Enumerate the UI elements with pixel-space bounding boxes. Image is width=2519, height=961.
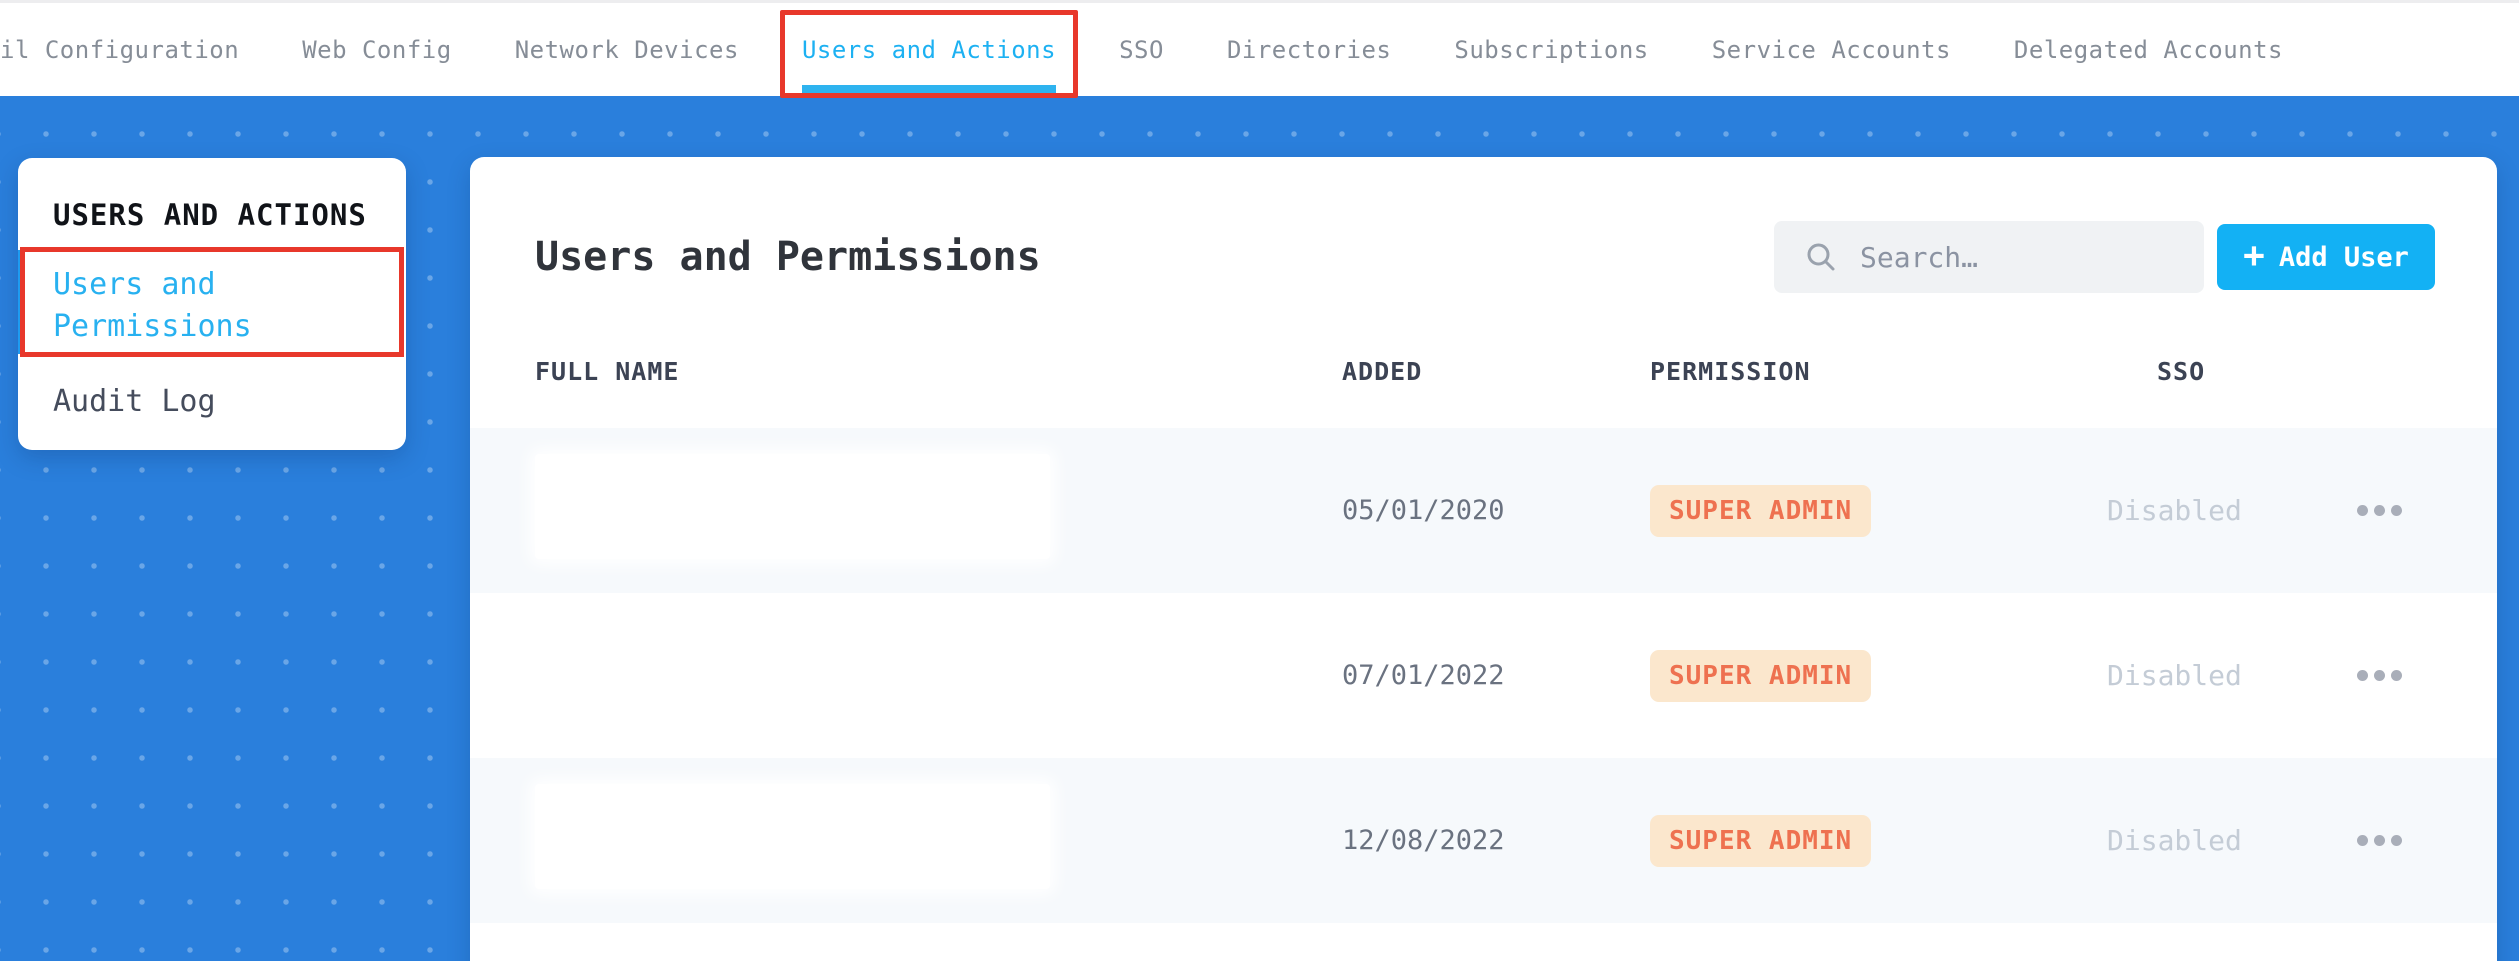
tab-service-accounts[interactable]: Service Accounts <box>1711 35 1951 64</box>
search-box[interactable] <box>1774 221 2204 293</box>
ellipsis-icon <box>2357 835 2368 846</box>
column-header-added: ADDED <box>1342 357 1423 386</box>
table-row: 12/08/2022 SUPER ADMIN Disabled <box>470 758 2497 923</box>
column-header-permission: PERMISSION <box>1650 357 1811 386</box>
permission-badge: SUPER ADMIN <box>1650 814 1872 867</box>
row-actions-button[interactable] <box>2357 670 2405 681</box>
top-navigation: il Configuration Web Config Network Devi… <box>0 0 2519 98</box>
permission-badge: SUPER ADMIN <box>1650 484 1872 537</box>
search-input[interactable] <box>1860 240 2180 274</box>
page-title: Users and Permissions <box>535 234 1041 280</box>
sso-status: Disabled <box>2107 659 2242 692</box>
column-header-sso: SSO <box>2157 357 2206 386</box>
sidebar-item-audit-log[interactable]: Audit Log <box>53 384 216 419</box>
table-body: 05/01/2020 SUPER ADMIN Disabled 07/01/20… <box>470 428 2497 961</box>
tab-sso[interactable]: SSO <box>1119 35 1164 64</box>
permission-badge: SUPER ADMIN <box>1650 649 1872 702</box>
added-date: 12/08/2022 <box>1342 825 1505 856</box>
table-row: 05/01/2020 SUPER ADMIN Disabled <box>470 428 2497 593</box>
added-date: 05/01/2020 <box>1342 495 1505 526</box>
active-item-indicator <box>18 250 24 354</box>
table-row <box>470 923 2497 961</box>
row-actions-button[interactable] <box>2357 505 2405 516</box>
workspace-background: USERS AND ACTIONS Users and Permissions … <box>0 96 2519 961</box>
add-user-button[interactable]: + Add User <box>2217 224 2435 290</box>
users-and-permissions-panel: Users and Permissions + Add User FULL NA… <box>470 157 2497 961</box>
tab-users-and-actions-label: Users and Actions <box>801 35 1057 64</box>
tab-users-and-actions[interactable]: Users and Actions <box>779 9 1079 98</box>
redacted-full-name <box>535 454 1050 559</box>
plus-icon: + <box>2243 234 2265 276</box>
active-tab-underline <box>801 84 1057 94</box>
tab-web-config[interactable]: Web Config <box>302 35 452 64</box>
column-header-full-name: FULL NAME <box>535 357 680 386</box>
sso-status: Disabled <box>2107 494 2242 527</box>
redacted-full-name <box>535 619 1050 724</box>
sidebar-card: USERS AND ACTIONS Users and Permissions … <box>18 158 406 450</box>
table-header-row: FULL NAME ADDED PERMISSION SSO <box>470 357 2497 386</box>
add-user-button-label: Add User <box>2278 241 2409 273</box>
redacted-full-name <box>535 784 1050 889</box>
table-row: 07/01/2022 SUPER ADMIN Disabled <box>470 593 2497 758</box>
tab-delegated-accounts[interactable]: Delegated Accounts <box>2013 35 2284 64</box>
sidebar-item-users-and-permissions[interactable]: Users and Permissions <box>53 267 252 344</box>
search-icon <box>1807 243 1835 271</box>
ellipsis-icon <box>2357 505 2368 516</box>
ellipsis-icon <box>2357 670 2368 681</box>
tab-network-devices[interactable]: Network Devices <box>514 35 739 64</box>
tab-subscriptions[interactable]: Subscriptions <box>1454 35 1649 64</box>
added-date: 07/01/2022 <box>1342 660 1505 691</box>
tab-configuration[interactable]: il Configuration <box>0 35 240 64</box>
tab-directories[interactable]: Directories <box>1226 35 1392 64</box>
row-actions-button[interactable] <box>2357 835 2405 846</box>
sso-status: Disabled <box>2107 824 2242 857</box>
sidebar-title: USERS AND ACTIONS <box>53 198 367 232</box>
panel-header: Users and Permissions + Add User <box>470 157 2497 293</box>
